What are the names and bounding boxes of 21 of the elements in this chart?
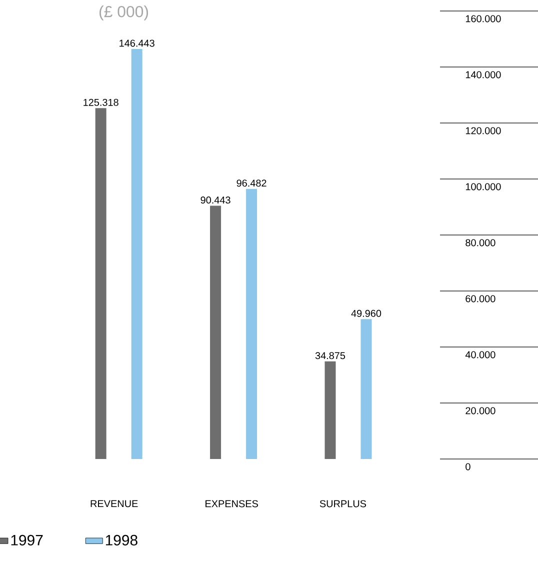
data-label: 34.875 xyxy=(315,352,346,360)
y-tick-label: 60.000 xyxy=(466,295,496,302)
y-tick-label: 20.000 xyxy=(466,407,496,414)
data-label: 90.443 xyxy=(200,196,230,204)
data-label: 146.443 xyxy=(120,40,154,47)
y-tick-label: 140.000 xyxy=(466,71,501,78)
data-label: 49.960 xyxy=(351,310,382,317)
legend-label: 1998 xyxy=(106,534,138,546)
x-tick-label: EXPENSES xyxy=(206,500,258,508)
x-tick-label: REVENUE xyxy=(90,500,138,508)
y-tick-label: 100.000 xyxy=(466,183,501,190)
y-tick-label: 0 xyxy=(466,463,470,470)
data-label: 125.318 xyxy=(84,98,118,106)
chart-title: (£ 000) xyxy=(100,6,148,20)
data-label: 96.482 xyxy=(236,180,266,187)
legend-label: 1997 xyxy=(11,534,43,546)
y-tick-label: 120.000 xyxy=(466,127,501,134)
y-tick-label: 160.000 xyxy=(466,15,501,22)
y-tick-label: 40.000 xyxy=(465,351,496,358)
y-tick-label: 80.000 xyxy=(466,239,496,246)
x-tick-label: SURPLUS xyxy=(320,500,366,508)
